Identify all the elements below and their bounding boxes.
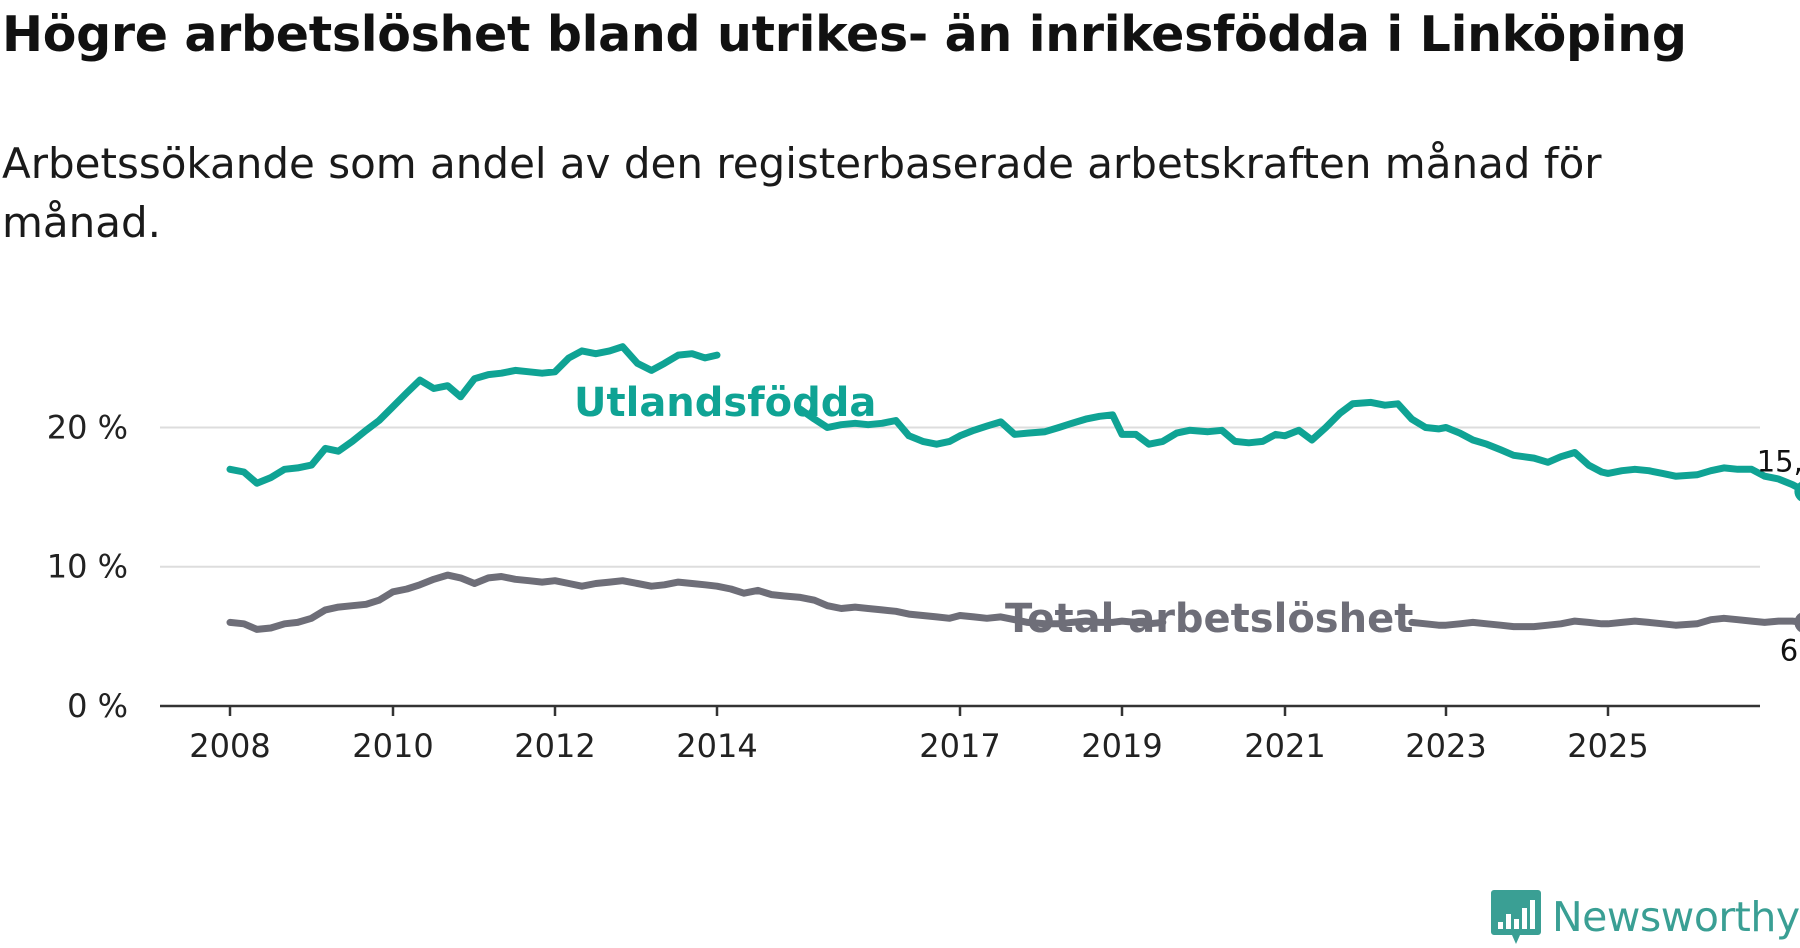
utlandsfodda-series-label: Utlandsfödda	[574, 380, 876, 426]
y-tick-label: 0 %	[67, 687, 128, 725]
gridlines	[160, 426, 1760, 708]
y-tick-label: 10 %	[47, 548, 128, 586]
y-tick-label: 20 %	[47, 408, 128, 446]
x-tick-label: 2014	[676, 727, 757, 765]
total-end-point	[1794, 612, 1800, 633]
line-chart: 0 % 10 % 20 % 2008 2010 2012 2014 2017 2019 2021…	[47, 343, 1800, 765]
total-end-label: 6 %	[1780, 633, 1800, 667]
x-tick-label: 2025	[1567, 727, 1648, 765]
chart-title: Högre arbetslöshet bland utrikes- än inr…	[2, 6, 1687, 63]
chart-subtitle: Arbetssökande som andel av den registerb…	[2, 139, 1602, 247]
total-line	[1408, 614, 1800, 631]
x-tick-label: 2019	[1081, 727, 1162, 765]
x-tick-label: 2023	[1405, 727, 1486, 765]
utlandsfodda-line	[226, 343, 721, 487]
x-tick-label: 2021	[1244, 727, 1325, 765]
utlandsfodda-end-point	[1794, 481, 1800, 502]
total-series-label: Total arbetslöshet	[1005, 596, 1413, 642]
series-labels: 15,4 % 6 % Utlandsfödda Total arbetslöshet	[574, 380, 1800, 667]
series-lines	[226, 343, 1800, 633]
newsworthy-logo: Newsworthy	[1490, 888, 1800, 946]
total-line	[226, 571, 1167, 633]
y-axis-ticks: 0 % 10 % 20 %	[47, 408, 128, 725]
x-tick-label: 2010	[352, 727, 433, 765]
utlandsfodda-line	[797, 398, 1800, 493]
brand-name: Newsworthy	[1552, 893, 1800, 941]
x-tick-label: 2017	[919, 727, 1000, 765]
x-tick-label: 2008	[189, 727, 270, 765]
bar-chart-pin-icon	[1491, 890, 1541, 944]
x-axis-ticks: 2008 2010 2012 2014 2017 2019 2021 2023 2025	[189, 706, 1649, 765]
x-tick-label: 2012	[514, 727, 595, 765]
utlandsfodda-end-label: 15,4 %	[1757, 445, 1800, 479]
